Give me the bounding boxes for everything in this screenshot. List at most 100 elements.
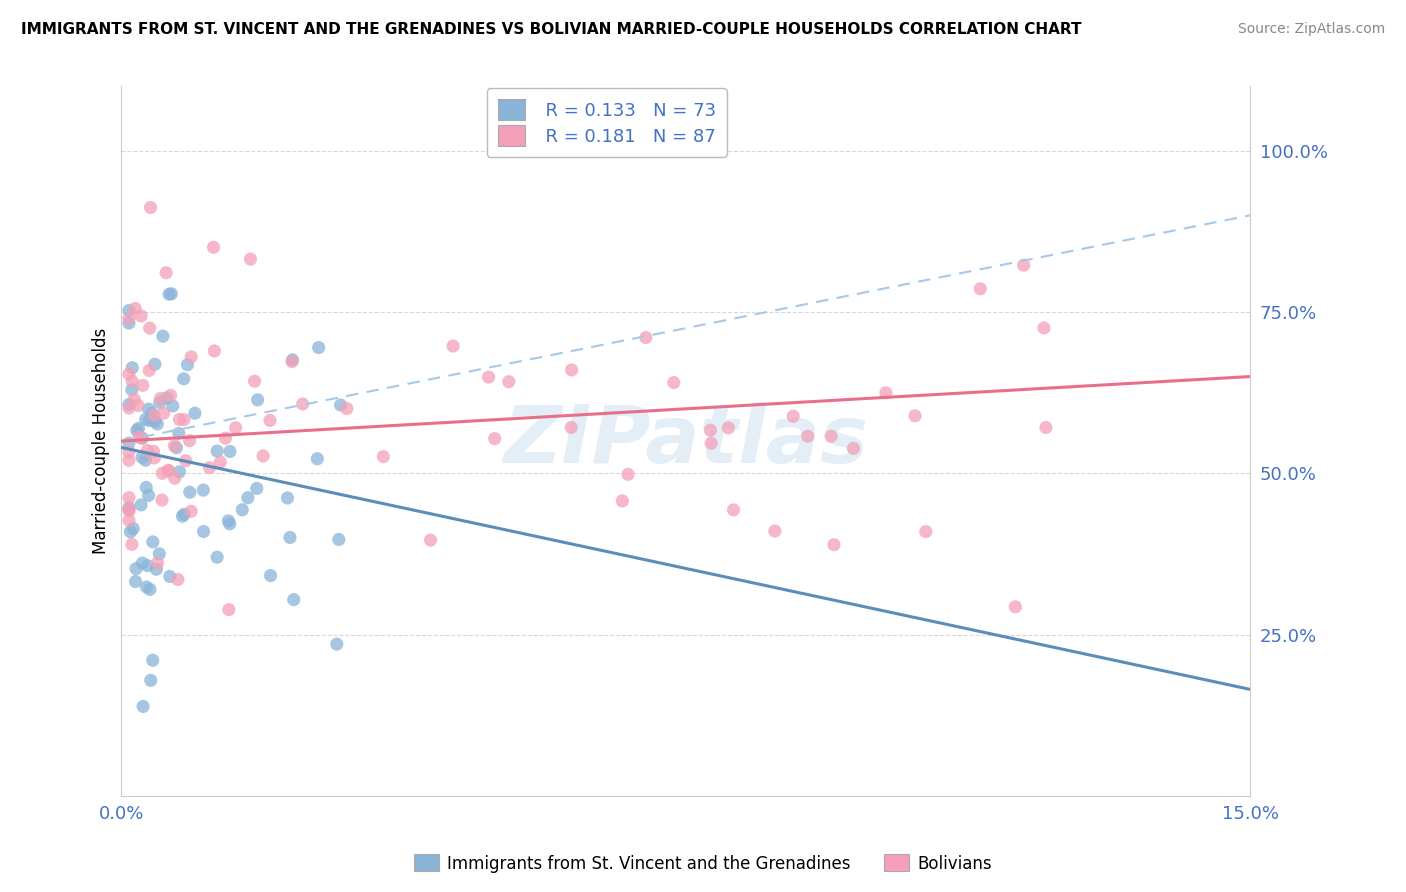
Point	[135, 480, 157, 494]
Point	[141, 406, 163, 420]
Point	[329, 398, 352, 412]
Point	[259, 568, 281, 582]
Point	[121, 374, 143, 388]
Point	[209, 455, 232, 469]
Point	[169, 412, 191, 426]
Point	[717, 421, 740, 435]
Point	[146, 417, 169, 431]
Point	[118, 401, 141, 416]
Point	[118, 500, 141, 515]
Point	[124, 301, 146, 316]
Point	[163, 439, 186, 453]
Point	[118, 491, 141, 505]
Point	[167, 426, 190, 441]
Point	[162, 399, 184, 413]
Point	[281, 352, 304, 367]
Legend:   R = 0.133   N = 73,   R = 0.181   N = 87: R = 0.133 N = 73, R = 0.181 N = 87	[486, 88, 727, 157]
Point	[193, 524, 215, 539]
Point	[121, 360, 143, 375]
Point	[127, 421, 149, 435]
Y-axis label: Married-couple Households: Married-couple Households	[93, 328, 110, 554]
Point	[131, 431, 153, 445]
Point	[180, 504, 202, 518]
Point	[118, 513, 141, 527]
Point	[797, 429, 820, 443]
Point	[135, 580, 157, 594]
Point	[145, 562, 167, 576]
Point	[307, 451, 329, 466]
Point	[118, 453, 141, 467]
Legend: Immigrants from St. Vincent and the Grenadines, Bolivians: Immigrants from St. Vincent and the Gren…	[408, 847, 998, 880]
Point	[179, 434, 201, 448]
Point	[139, 673, 162, 688]
Point	[173, 412, 195, 426]
Point	[152, 406, 174, 420]
Point	[127, 399, 149, 413]
Point	[231, 503, 253, 517]
Point	[617, 467, 640, 482]
Point	[157, 287, 180, 301]
Point	[612, 494, 634, 508]
Point	[143, 450, 166, 465]
Point	[1012, 258, 1035, 272]
Point	[118, 445, 141, 459]
Point	[179, 485, 201, 500]
Point	[634, 330, 657, 344]
Point	[125, 562, 148, 576]
Point	[121, 383, 143, 397]
Point	[904, 409, 927, 423]
Point	[184, 406, 207, 420]
Point	[219, 444, 242, 458]
Point	[157, 464, 180, 478]
Point	[281, 354, 304, 368]
Point	[243, 374, 266, 388]
Point	[246, 392, 269, 407]
Point	[135, 412, 157, 426]
Point	[174, 454, 197, 468]
Point	[134, 453, 156, 467]
Point	[143, 357, 166, 371]
Point	[150, 493, 173, 508]
Point	[118, 367, 141, 381]
Point	[118, 504, 141, 518]
Point	[155, 266, 177, 280]
Point	[218, 602, 240, 616]
Point	[1033, 321, 1056, 335]
Point	[173, 372, 195, 386]
Text: ZIPatlas: ZIPatlas	[503, 402, 869, 480]
Point	[129, 309, 152, 323]
Point	[118, 316, 141, 330]
Point	[149, 392, 172, 406]
Point	[142, 653, 165, 667]
Point	[498, 375, 520, 389]
Point	[180, 350, 202, 364]
Point	[156, 391, 179, 405]
Point	[131, 450, 153, 465]
Point	[124, 392, 146, 407]
Point	[914, 524, 936, 539]
Point	[699, 423, 721, 437]
Point	[217, 514, 239, 528]
Point	[165, 441, 187, 455]
Point	[149, 395, 172, 409]
Point	[419, 533, 441, 548]
Point	[167, 573, 190, 587]
Point	[823, 538, 845, 552]
Point	[142, 535, 165, 549]
Point	[146, 556, 169, 570]
Point	[163, 471, 186, 485]
Point	[131, 556, 153, 570]
Point	[121, 537, 143, 551]
Point	[118, 502, 141, 516]
Point	[782, 409, 804, 424]
Point	[128, 430, 150, 444]
Point	[131, 431, 153, 445]
Point	[259, 413, 281, 427]
Point	[118, 397, 141, 411]
Text: IMMIGRANTS FROM ST. VINCENT AND THE GRENADINES VS BOLIVIAN MARRIED-COUPLE HOUSEH: IMMIGRANTS FROM ST. VINCENT AND THE GREN…	[21, 22, 1081, 37]
Point	[143, 409, 166, 423]
Point	[842, 442, 865, 456]
Point	[138, 413, 160, 427]
Point	[136, 443, 159, 458]
Point	[152, 329, 174, 343]
